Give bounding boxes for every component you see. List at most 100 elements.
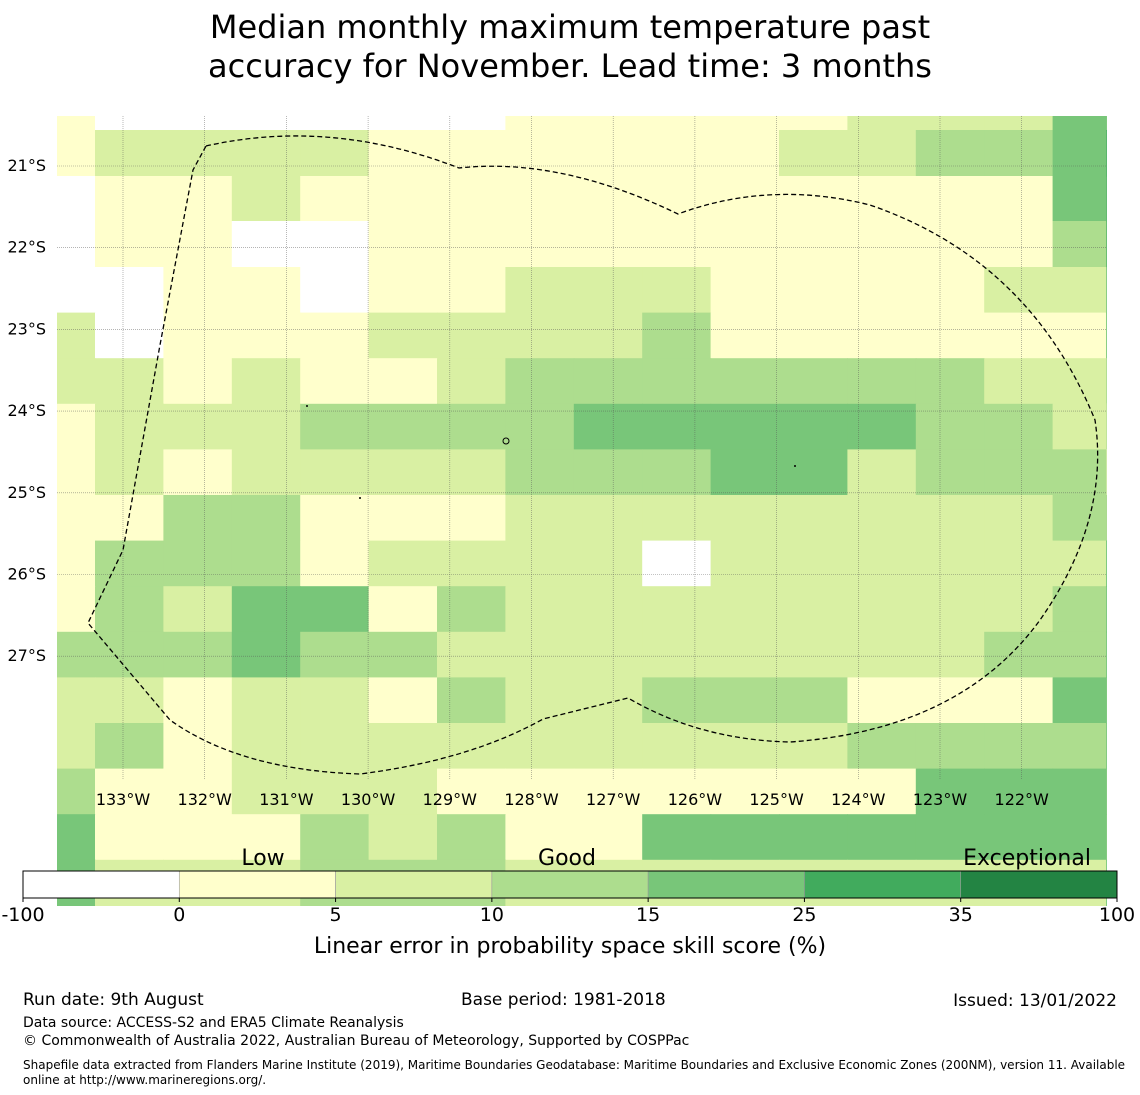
grid-cell [163,130,233,177]
grid-cell [300,677,370,724]
grid-cell [437,176,506,222]
issued-date: Issued: 13/01/2022 [953,991,1117,1011]
grid-cell [505,449,575,496]
grid-cell [57,116,96,131]
grid-cell [231,358,301,405]
grid-cell [505,586,575,633]
lon-label: 131°W [259,790,314,809]
grid-cell [1106,631,1107,678]
grid-cell [1052,221,1107,268]
grid-cell [779,267,848,314]
grid-cell [300,130,370,177]
grid-cell [710,312,780,359]
grid-cell [368,495,438,542]
grid-cell [231,814,301,861]
lon-label: 129°W [423,790,478,809]
grid-cell [573,723,643,770]
grid-cell [642,631,712,678]
colorbar-tick-label: 0 [173,904,185,926]
grid-cell [847,495,917,542]
grid-cell [573,586,643,633]
grid-cell [1106,358,1107,405]
grid-cell [642,814,712,861]
grid-cell [300,631,370,678]
grid-cell [573,116,643,131]
grid-cell [231,586,301,633]
grid-cell [505,403,575,450]
lat-label: 24°S [7,401,46,420]
grid-cell [437,116,506,131]
grid-cell [231,768,301,815]
grid-cell [779,540,848,587]
grid-cell [779,814,848,861]
grid-cell [57,403,96,450]
grid-cell [573,358,643,405]
islet [306,405,308,407]
grid-cell [57,312,96,359]
grid-cell [231,723,301,770]
colorbar-ticks: -100 0 5 10 15 25 35 100 [1,898,1135,926]
grid-cell [163,221,233,268]
grid-cell [710,403,780,450]
grid-cell [437,586,506,633]
grid-cell [1052,586,1107,633]
islet [502,437,510,445]
grid-cell [505,358,575,405]
grid-cell [1106,130,1107,177]
grid-cell [57,677,96,724]
grid-cell [915,814,985,861]
latitude-labels: 21°S 22°S 23°S 24°S 25°S 26°S 27°S [7,156,46,665]
grid-cell [847,723,917,770]
grid-cell [779,723,848,770]
grid-cell [300,814,370,861]
grid-cell [1052,267,1107,314]
grid-cell [1106,267,1107,314]
grid-cell [847,449,917,496]
grid-cell [231,540,301,587]
grid-cell [779,495,848,542]
grid-cell [915,130,985,177]
grid-cell [915,221,985,268]
grid-cell [1106,768,1107,815]
grid-cell [573,814,643,861]
colorbar-tick-label: 5 [330,904,342,926]
grid-cell [984,677,1054,724]
grid-cell [95,116,164,131]
grid-cell [300,312,370,359]
colorbar-bin [178,870,336,899]
grid-cell [1106,495,1107,542]
colorbar-bin [804,870,962,899]
grid-cell [573,267,643,314]
grid-cell [505,631,575,678]
grid-cell [710,677,780,724]
lat-label: 25°S [7,483,46,502]
grid-cell [847,403,917,450]
grid-cell [642,221,712,268]
grid-cell [437,221,506,268]
grid-cell [984,586,1054,633]
grid-cell [368,312,438,359]
grid-cell [95,176,164,222]
grid-cell [847,130,917,177]
grid-cell [505,677,575,724]
grid-cell [300,540,370,587]
grid-cell [710,449,780,496]
grid-cell [984,540,1054,587]
grid-cell [1106,221,1107,268]
grid-cell [57,267,96,314]
grid-cell [1052,677,1107,724]
grid-cell [573,631,643,678]
grid-cell [984,130,1054,177]
colorbar-bins [22,870,1118,899]
grid-cell [368,540,438,587]
colorbar-bin [491,870,649,899]
grid-cell [300,586,370,633]
grid-cell [984,723,1054,770]
grid-cell [300,116,370,131]
lon-label: 122°W [995,790,1050,809]
grid-cell [57,176,96,222]
grid-cell [231,176,301,222]
lon-label: 130°W [341,790,396,809]
category-exceptional-label: Exceptional [963,846,1091,871]
